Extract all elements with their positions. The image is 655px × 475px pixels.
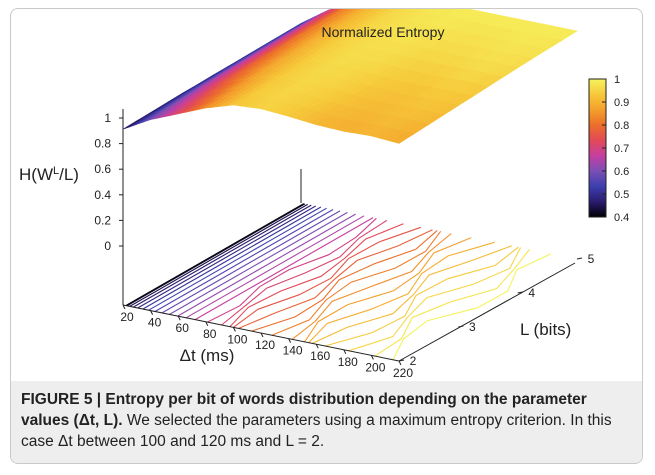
contour-line [229,223,404,328]
x-tick [205,321,209,327]
contour-line [324,246,519,347]
colorbar-tick-label: 0.4 [614,212,629,224]
surface-patch [391,131,415,144]
contour-line [232,226,422,328]
x-tick [232,327,236,332]
y-tick [517,291,523,294]
contour-line [194,217,374,321]
x-tick [398,360,402,366]
contour-line [251,230,438,332]
contour-line [308,241,495,344]
figure-panel: 20 40 60 80 100 120 140 160 180 200 220 2 3 4 5 0 0.2 0.4… [10,8,643,464]
colorbar: 1 0.9 0.8 0.7 0.6 0.5 0.4 [588,74,629,224]
plot-area: 20 40 60 80 100 120 140 160 180 200 220 2 3 4 5 0 0.2 0.4… [11,9,642,381]
x-tick [150,310,154,315]
contour-line [161,210,341,314]
y-axis-label: L (bits) [520,320,571,339]
y-axis-line [398,262,576,362]
contour-line [137,205,316,309]
y-tick-label: 5 [588,252,595,266]
contour-line [291,233,452,340]
y-tick-label: 2 [410,354,417,368]
y-tick-label: 3 [469,320,476,334]
colorbar-tick-label: 0.7 [614,143,629,155]
x-tick-label: 80 [203,327,217,341]
z-tick-label: 0.6 [94,162,111,176]
contour-line [142,206,322,310]
x-axis-label: Δt (ms) [180,346,235,365]
x-tick-label: 200 [365,360,385,374]
y-tick [398,359,405,362]
x-tick-label: 160 [310,349,330,363]
x-tick [288,338,292,343]
x-tick-label: 40 [148,316,162,330]
z-axis-label: H(WL/L) [19,165,79,184]
contour-line [271,230,442,336]
contour-line [133,204,312,308]
z-tick-label: 0 [104,239,111,253]
contour-line [185,215,365,319]
y-tick-label: 4 [528,286,535,300]
contour-line [169,211,348,315]
contour-line [129,203,308,307]
contour-line [125,203,305,307]
figure-caption: FIGURE 5 | Entropy per bit of words dist… [11,381,642,463]
x-tick-label: 120 [255,338,275,352]
colorbar-tick-label: 0.5 [614,189,629,201]
y-tick [458,325,464,328]
x-tick [122,304,126,310]
contour-line [238,229,433,329]
caption-text: We selected the parameters using a maxim… [21,412,612,450]
z-tick-label: 0.4 [94,188,111,202]
surface-mesh [122,9,578,144]
chart-title: Normalized Entropy [322,24,445,40]
x-tick [343,349,347,355]
contour-line [392,253,552,361]
contour-line [126,203,306,307]
contour-lines [125,203,552,361]
contour-line [177,213,356,317]
contour-line [374,249,530,357]
colorbar-tick-label: 0.6 [614,166,629,178]
x-tick [315,343,319,349]
contour-line [312,245,512,344]
contour-line [348,247,522,352]
x-tick [177,315,181,321]
y-tick [576,257,583,260]
x-tick-label: 20 [120,310,134,324]
contour-line [304,237,472,343]
caption-bold: FIGURE 5 | Entropy per bit of words dist… [21,391,587,429]
x-tick [260,332,264,338]
contour-line [221,219,388,326]
colorbar-tick-label: 1 [614,74,620,86]
z-tick-label: 0.8 [94,137,111,151]
x-tick-label: 140 [283,344,303,358]
contour-line [148,207,327,311]
x-tick-label: 220 [393,366,413,380]
axis-labels: Normalized Entropy H(WL/L) Δt (ms) L (bits) [19,24,571,365]
contour-line [154,209,334,312]
z-tick-label: 0.2 [94,213,111,227]
colorbar-tick-label: 0.8 [614,120,629,132]
x-tick-label: 100 [227,332,247,346]
x-tick-label: 60 [176,321,190,335]
x-tick [370,355,374,360]
z-tick-label: 1 [104,111,111,125]
colorbar-tick-label: 0.9 [614,97,629,109]
contour-line [207,217,377,323]
x-tick-label: 180 [338,355,358,369]
